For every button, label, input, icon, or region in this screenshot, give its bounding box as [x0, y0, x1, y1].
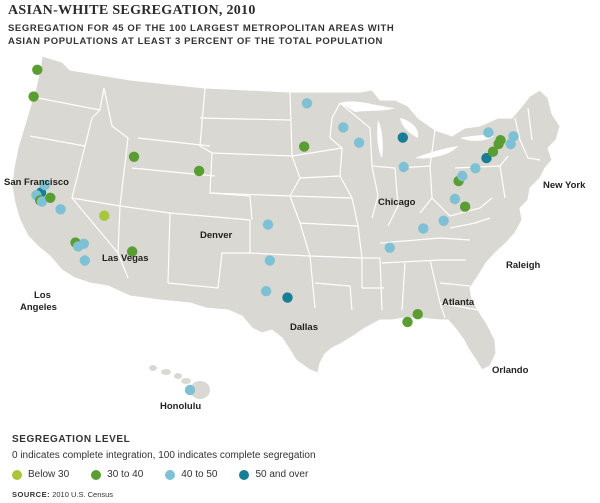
metro-point [193, 165, 205, 177]
legend-swatch-40-to-50 [165, 469, 176, 480]
metro-point [418, 223, 429, 234]
metro-point [299, 141, 310, 152]
metro-point [481, 152, 492, 164]
city-label: Honolulu [160, 401, 201, 412]
city-label: Chicago [378, 197, 416, 208]
city-label: Denver [200, 230, 233, 241]
metro-point [438, 215, 449, 226]
map-subtitle: SEGREGATION FOR 45 OF THE 100 LARGEST ME… [8, 23, 395, 47]
metro-point [353, 137, 365, 148]
metro-point [470, 163, 481, 174]
city-label: Orlando [492, 365, 529, 376]
metro-point [384, 242, 395, 253]
metro-point [45, 192, 56, 203]
legend-label: 30 to 40 [107, 469, 144, 480]
metro-point [260, 286, 272, 297]
metro-point [262, 219, 274, 230]
city-label: San Francisco [4, 177, 69, 188]
map-title: ASIAN-WHITE SEGREGATION, 2010 [8, 3, 256, 18]
source-text: 2010 U.S. Census [52, 490, 114, 499]
metro-point [397, 132, 408, 143]
legend-item: 40 to 50 [165, 469, 217, 480]
metro-point [508, 131, 519, 142]
metro-point [282, 292, 293, 303]
legend-swatch-below-30 [12, 469, 22, 480]
legend-item: Below 30 [12, 469, 69, 480]
metro-point [184, 384, 196, 396]
city-label: New York [543, 180, 586, 191]
metro-point [55, 204, 66, 215]
metro-point [79, 255, 91, 266]
metro-point [264, 255, 275, 266]
legend: Below 30 30 to 40 40 to 50 50 and over [12, 469, 308, 480]
metro-point [301, 98, 313, 109]
great-lakes [340, 101, 494, 159]
metro-point [128, 151, 140, 162]
us-land [11, 55, 561, 399]
metro-point [127, 246, 138, 257]
legend-title: SEGREGATION LEVEL [12, 434, 131, 445]
metro-point [495, 135, 506, 146]
metro-point [99, 210, 110, 221]
metro-point [36, 196, 48, 207]
metro-point [39, 179, 50, 191]
metro-point [338, 122, 349, 133]
legend-swatch-30-to-40 [91, 469, 102, 480]
city-label: Los [34, 290, 51, 301]
city-labels: San Francisco Las Vegas Los Angeles Denv… [4, 177, 586, 412]
city-label: Dallas [290, 322, 318, 333]
legend-description: 0 indicates complete integration, 100 in… [12, 450, 316, 461]
city-label: Atlanta [442, 297, 475, 308]
metro-point [412, 309, 423, 320]
city-label: Angeles [20, 302, 57, 313]
source-note: SOURCE: 2010 U.S. Census [12, 490, 113, 499]
state-borders [29, 87, 541, 319]
city-label: Raleigh [506, 260, 541, 271]
hawaii-islands [149, 365, 210, 399]
metro-point [28, 91, 39, 102]
legend-label: Below 30 [28, 469, 70, 480]
metro-point [398, 161, 409, 173]
metro-point [32, 64, 43, 75]
metro-point [459, 201, 471, 212]
segregation-points [28, 64, 519, 396]
metro-point [483, 127, 494, 138]
us-map: San Francisco Las Vegas Los Angeles Denv… [4, 55, 586, 412]
legend-label: 50 and over [255, 469, 309, 480]
contiguous-us-shape [11, 55, 561, 374]
metro-point [449, 193, 461, 205]
metro-point [402, 316, 413, 328]
metro-point [78, 238, 90, 249]
metro-point [457, 170, 468, 182]
legend-item: 50 and over [239, 469, 308, 480]
city-label: Las Vegas [102, 253, 148, 264]
source-label: SOURCE: [12, 490, 51, 499]
legend-swatch-50-and-over [239, 469, 250, 480]
legend-item: 30 to 40 [91, 469, 143, 480]
metro-point [487, 146, 499, 157]
legend-label: 40 to 50 [181, 469, 218, 480]
